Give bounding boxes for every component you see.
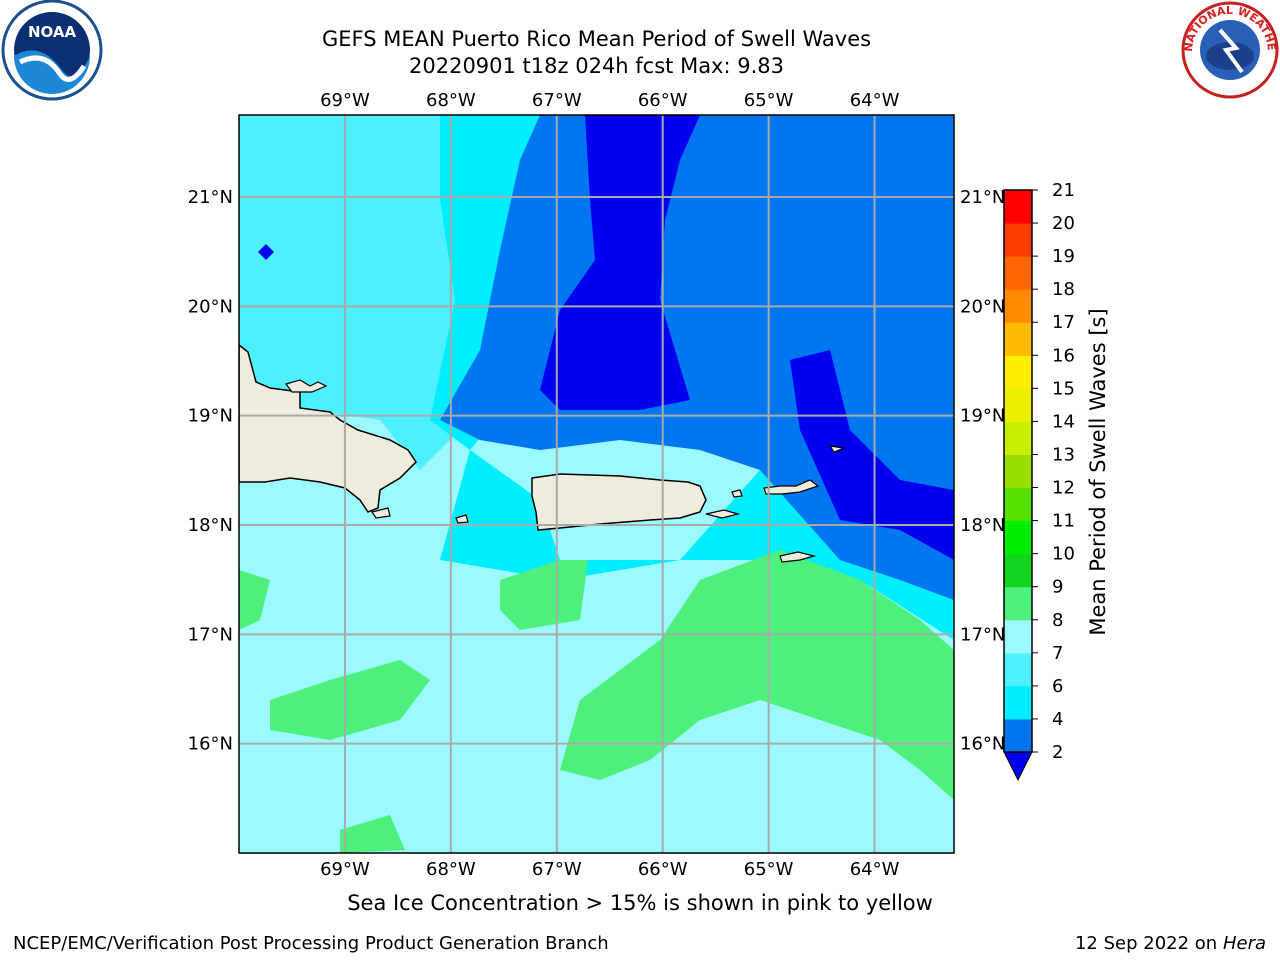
lon-label-top: 66°W	[638, 90, 688, 111]
longitude-labels: 69°W 69°W 68°W 68°W 67°W 67°W 66°W 66°W 65°W 65°W…	[320, 90, 900, 880]
lat-label-left: 17°N	[188, 624, 233, 645]
map-field	[239, 115, 954, 853]
credit-line: NCEP/EMC/Verification Post Processing Pr…	[13, 933, 609, 954]
colorbar-tick-label: 21	[1052, 180, 1075, 201]
colorbar-tick-label: 17	[1052, 312, 1075, 333]
colorbar-tick-label: 10	[1052, 544, 1075, 565]
colorbar-band	[1004, 421, 1032, 455]
lon-label-top: 67°W	[532, 90, 582, 111]
colorbar-tick-label: 14	[1052, 411, 1075, 432]
noaa-logo: NOAA	[1, 0, 103, 101]
noaa-logo-text: NOAA	[28, 23, 77, 41]
colorbar: 2 4 6 7 8 9 10 11 12 13 14 15 16 17 18 19 20 21	[1003, 180, 1075, 782]
lon-label-top: 65°W	[744, 90, 794, 111]
machine-name: Hera	[1222, 933, 1266, 954]
band-9-10-mid	[500, 560, 588, 630]
lon-label-top: 64°W	[850, 90, 900, 111]
colorbar-band	[1004, 256, 1032, 290]
land-hispaniola	[239, 344, 417, 513]
band-2-4-spot	[258, 244, 274, 260]
colorbar-band	[1004, 487, 1032, 522]
lat-label-left: 20°N	[188, 296, 233, 317]
colorbar-band	[1004, 289, 1032, 323]
lat-label-right: 21°N	[960, 187, 1005, 208]
lat-label-right: 19°N	[960, 406, 1005, 427]
colorbar-tick-label: 19	[1052, 246, 1075, 267]
colorbar-label: Mean Period of Swell Waves [s]	[1086, 308, 1110, 635]
lon-label-bottom: 64°W	[850, 859, 900, 880]
colorbar-tick-label: 2	[1052, 742, 1063, 763]
sea-ice-note: Sea Ice Concentration > 15% is shown in …	[347, 891, 933, 915]
latitude-labels: 21°N 21°N 20°N 20°N 19°N 19°N 18°N 18°N 17°N 17°N…	[188, 187, 1006, 755]
lon-label-bottom: 69°W	[320, 859, 370, 880]
colorbar-tick-label: 20	[1052, 213, 1075, 234]
lon-label-top: 68°W	[426, 90, 476, 111]
colorbar-band	[1004, 586, 1032, 621]
colorbar-tick-label: 7	[1052, 643, 1063, 664]
date-line: 12 Sep 2022 on Hera	[1075, 933, 1266, 954]
lat-label-left: 18°N	[188, 515, 233, 536]
colorbar-tick-label: 6	[1052, 676, 1063, 697]
colorbar-band	[1004, 520, 1032, 555]
lat-label-left: 19°N	[188, 406, 233, 427]
colorbar-band	[1004, 223, 1032, 257]
colorbar-band	[1004, 685, 1032, 720]
colorbar-band	[1004, 388, 1032, 422]
colorbar-band	[1004, 718, 1032, 753]
lon-label-top: 69°W	[320, 90, 370, 111]
lon-label-bottom: 68°W	[426, 859, 476, 880]
lat-label-left: 16°N	[188, 734, 233, 755]
lat-label-right: 20°N	[960, 296, 1005, 317]
land-culebra	[731, 489, 743, 498]
colorbar-tick-label: 8	[1052, 610, 1063, 631]
colorbar-frame	[1003, 189, 1033, 753]
colorbar-tick-label: 16	[1052, 345, 1075, 366]
colorbar-tick-label: 4	[1052, 709, 1063, 730]
land-vieques	[705, 509, 741, 519]
land-anegada	[828, 445, 847, 453]
graticule	[239, 115, 954, 853]
band-9-10-bottom	[340, 815, 405, 853]
band-9-10-south-east	[560, 550, 954, 800]
colorbar-tick-label: 13	[1052, 444, 1075, 465]
colorbar-band	[1004, 454, 1032, 489]
land-tortuga	[284, 379, 328, 393]
lon-label-bottom: 66°W	[638, 859, 688, 880]
lon-label-bottom: 65°W	[744, 859, 794, 880]
lat-label-left: 21°N	[188, 187, 233, 208]
map-frame	[238, 114, 955, 854]
band-9-10-south-west	[270, 660, 430, 740]
lat-label-right: 16°N	[960, 734, 1005, 755]
colorbar-band	[1004, 355, 1032, 389]
colorbar-band	[1004, 190, 1032, 224]
nws-logo: NATIONAL WEATHER SERVICE	[1180, 0, 1279, 99]
lat-label-right: 18°N	[960, 515, 1005, 536]
chart-subtitle-run: 20220901 t18z 024h fcst Max: 9.83	[409, 54, 784, 78]
colorbar-band	[1004, 553, 1032, 588]
colorbar-band	[1004, 652, 1032, 687]
land-virgin-islands	[763, 479, 820, 495]
band-9-10-west	[239, 570, 270, 630]
band-2-4-east	[790, 350, 954, 560]
lat-label-right: 17°N	[960, 624, 1005, 645]
colorbar-extend-min	[1003, 751, 1033, 782]
colorbar-band	[1004, 322, 1032, 356]
date-text: 12 Sep 2022 on	[1074, 933, 1218, 954]
colorbar-tick-label: 12	[1052, 478, 1075, 499]
colorbar-band	[1004, 619, 1032, 654]
colorbar-tick-label: 9	[1052, 577, 1063, 598]
colorbar-tick-label: 11	[1052, 511, 1075, 532]
land-mona-island	[455, 514, 469, 524]
colorbar-tick-label: 15	[1052, 378, 1075, 399]
colorbar-tick-label: 18	[1052, 279, 1075, 300]
land-saona	[371, 507, 391, 519]
land-st-croix	[779, 551, 817, 563]
chart-title: GEFS MEAN Puerto Rico Mean Period of Swe…	[321, 27, 872, 51]
band-2-4	[540, 115, 700, 410]
lon-label-bottom: 67°W	[532, 859, 582, 880]
